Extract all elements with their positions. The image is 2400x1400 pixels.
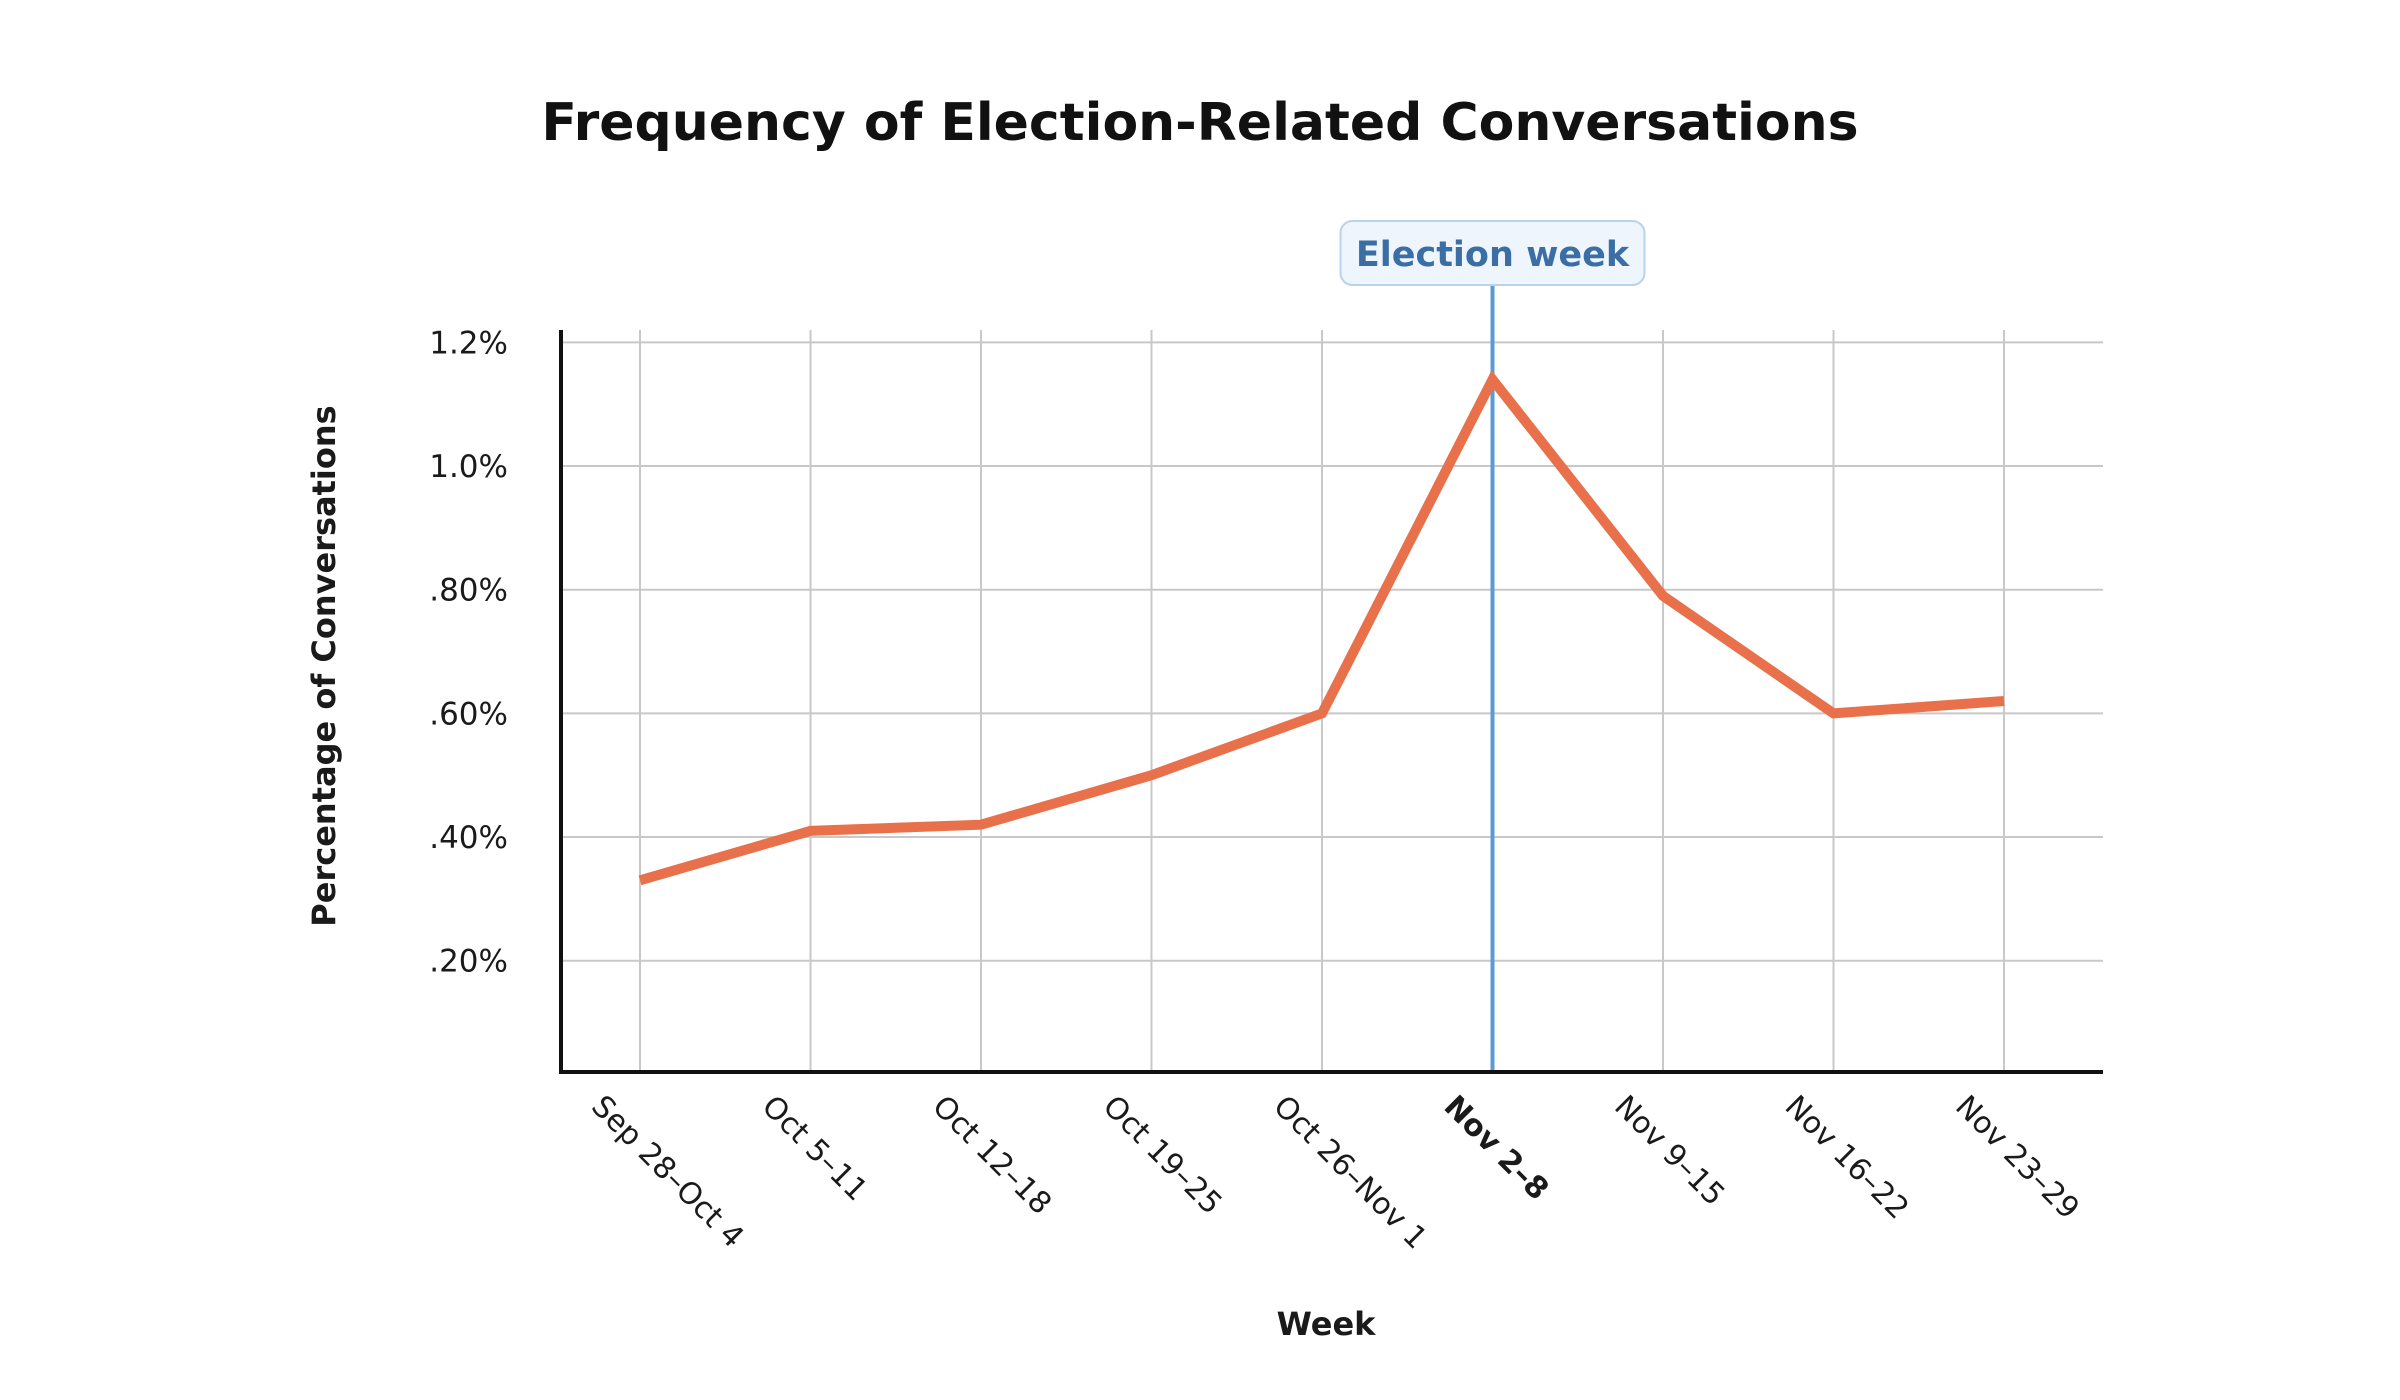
y-tick-label: .60% <box>429 696 508 732</box>
x-tick-labels: Sep 28–Oct 4 Oct 5–11 Oct 12–18 Oct 19–25 Oc… <box>584 1089 2085 1256</box>
y-tick-label: 1.0% <box>429 449 508 485</box>
x-tick-label: Oct 5–11 <box>755 1089 874 1208</box>
x-axis-label: Week <box>1277 1305 1377 1343</box>
x-tick-label: Oct 26–Nov 1 <box>1266 1089 1433 1256</box>
annotation-label: Election week <box>1356 235 1630 275</box>
x-tick-label: Oct 12–18 <box>925 1089 1058 1222</box>
x-tick-label: Sep 28–Oct 4 <box>584 1089 750 1255</box>
series-line-layer <box>638 370 2005 886</box>
axes <box>559 330 2103 1074</box>
x-tick-label: Nov 9–15 <box>1607 1089 1731 1213</box>
x-tick-label: Oct 19–25 <box>1096 1089 1229 1222</box>
y-tick-label: .40% <box>429 820 508 856</box>
y-axis-label: Percentage of Conversations <box>305 405 343 926</box>
election-week-annotation: Election week <box>1339 220 1646 1072</box>
chart-title: Frequency of Election-Related Conversati… <box>541 93 1858 153</box>
x-tick-label: Nov 23–29 <box>1948 1089 2085 1226</box>
x-tick-label: Nov 16–22 <box>1778 1089 1915 1226</box>
y-tick-labels: .20% .40% .60% .80% 1.0% 1.2% <box>429 325 508 979</box>
y-tick-label: .80% <box>429 573 508 609</box>
y-tick-label: 1.2% <box>429 325 508 361</box>
y-tick-label: .20% <box>429 944 508 980</box>
annotation-box <box>1339 220 1646 286</box>
x-tick-label: Nov 2–8 <box>1437 1089 1555 1207</box>
